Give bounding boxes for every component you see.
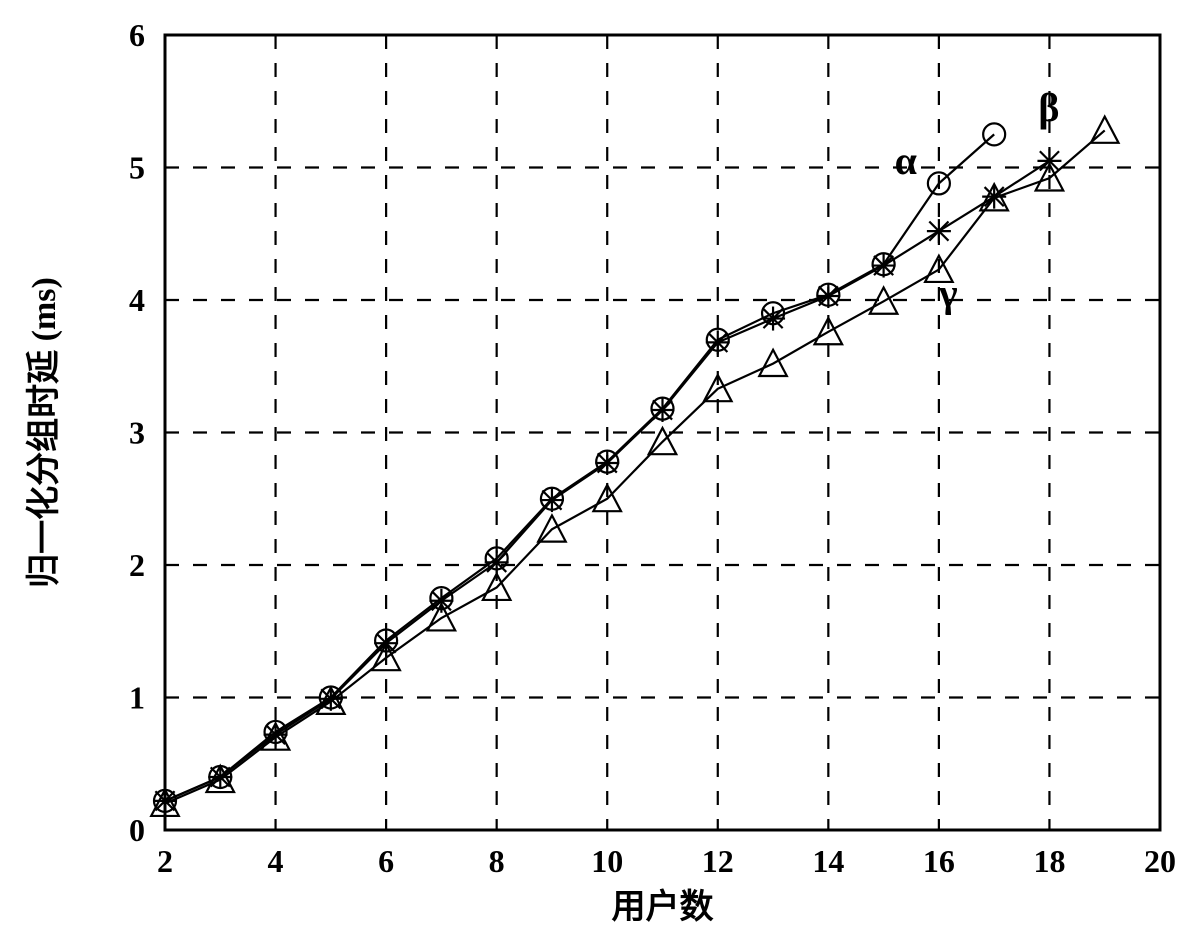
x-tick-label: 10 <box>591 843 623 879</box>
y-tick-label: 5 <box>129 150 145 186</box>
x-tick-label: 18 <box>1033 843 1065 879</box>
line-chart: 24681012141618200123456用户数归一化分组时延 (ms)αβ… <box>0 0 1199 941</box>
x-tick-label: 16 <box>923 843 955 879</box>
x-axis-title: 用户数 <box>612 888 714 926</box>
y-tick-label: 4 <box>129 282 145 318</box>
x-tick-label: 12 <box>702 843 734 879</box>
x-tick-label: 20 <box>1144 843 1176 879</box>
series-beta <box>165 161 1049 801</box>
x-tick-label: 14 <box>812 843 844 879</box>
series-alpha <box>165 134 994 800</box>
y-tick-label: 6 <box>129 17 145 53</box>
y-axis-title: 归一化分组时延 (ms) <box>25 277 63 588</box>
y-tick-label: 2 <box>129 547 145 583</box>
series-label-gamma: γ <box>938 271 958 316</box>
x-tick-label: 4 <box>268 843 284 879</box>
y-tick-label: 3 <box>129 415 145 451</box>
series-label-beta: β <box>1038 85 1059 130</box>
y-tick-label: 1 <box>129 680 145 716</box>
x-tick-label: 8 <box>489 843 505 879</box>
x-tick-label: 6 <box>378 843 394 879</box>
series-gamma <box>165 130 1105 803</box>
x-tick-label: 2 <box>157 843 173 879</box>
series-label-alpha: α <box>895 138 917 183</box>
y-tick-label: 0 <box>129 812 145 848</box>
